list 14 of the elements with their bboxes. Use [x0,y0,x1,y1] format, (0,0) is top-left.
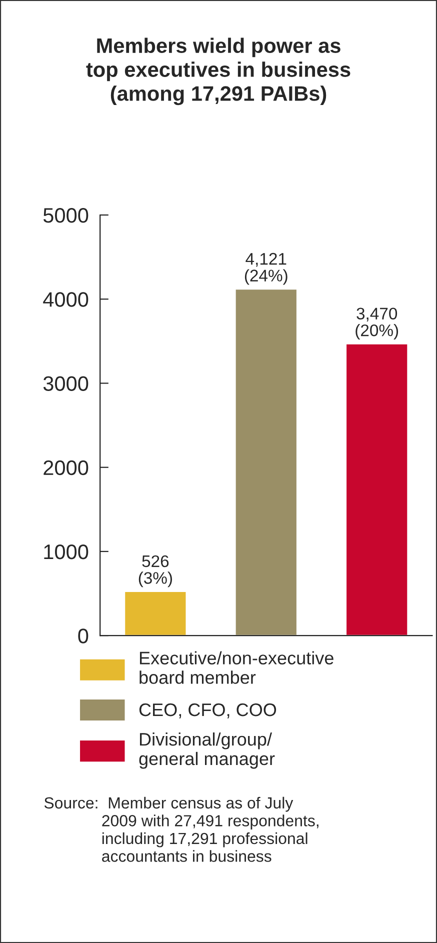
y-tick-label: 3000 [43,376,88,391]
data-label: 4,121 (24%) [244,252,288,285]
y-tick-label: 1000 [44,544,88,560]
legend-label: Divisional/group/ general manager [139,732,275,769]
data-label: 3,470 (20%) [356,308,398,340]
chart-title: Members wield power as top executives in business (among 17,291 PAIBs) [86,38,350,106]
legend-label: Executive/non-executive board member [140,651,334,684]
y-tick-label: 2000 [44,460,88,476]
data-label: 526 (3%) [138,555,172,588]
y-tick-label: 5000 [43,208,88,223]
legend-label: CEO, CFO, COO [139,703,276,718]
source-note: Source: Member census as of July 2009 with 27,491 respondents, including 17,291 professional accountants in business [44,796,318,862]
y-tick-label: 4000 [43,292,88,307]
y-tick-label: 0 [78,628,88,644]
